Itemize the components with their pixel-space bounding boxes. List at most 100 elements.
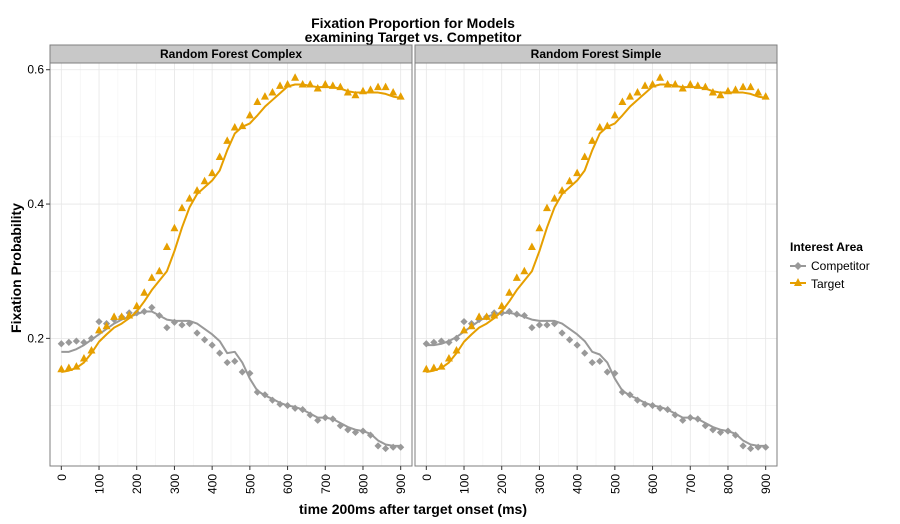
data-point-competitor [321, 414, 329, 422]
x-tick-label: 400 [206, 474, 220, 494]
data-point-target [102, 321, 111, 330]
data-point-target [95, 325, 104, 334]
data-point-target [520, 266, 529, 275]
data-point-competitor [422, 340, 430, 348]
legend-entry-target: Target [790, 277, 845, 291]
data-point-target [260, 92, 269, 100]
data-point-competitor [140, 307, 148, 316]
data-point-target [283, 79, 292, 88]
x-tick-label: 600 [646, 474, 660, 494]
facet-panel: Random Forest Simple 0 100 200 300 400 500 600 7… [414, 44, 778, 494]
data-point-target [343, 88, 352, 96]
data-point-target [87, 345, 96, 354]
panel-border [414, 62, 778, 467]
data-point-competitor [246, 369, 254, 377]
data-point-target [467, 321, 476, 330]
data-point-competitor [359, 427, 367, 435]
data-point-target [573, 168, 582, 177]
data-point-target [678, 84, 687, 92]
series-line-competitor [61, 310, 401, 447]
data-point-target [656, 73, 665, 81]
data-point-target [633, 88, 642, 96]
data-point-target [490, 311, 499, 319]
data-point-target [754, 88, 763, 96]
data-point-target [162, 242, 171, 251]
data-point-competitor [754, 443, 762, 451]
data-point-target [291, 73, 300, 81]
data-point-target [185, 194, 194, 202]
legend-label-competitor: Competitor [811, 259, 870, 273]
facet-strip-label: Random Forest Simple [531, 47, 662, 61]
data-point-target [389, 88, 398, 96]
data-point-target [701, 82, 710, 91]
data-point-competitor [185, 320, 194, 328]
x-tick-label: 300 [168, 474, 182, 494]
x-tick-label: 700 [319, 474, 333, 494]
data-point-competitor [679, 416, 687, 424]
y-tick-label: 0.4 [27, 197, 44, 211]
data-point-competitor [573, 341, 581, 349]
data-point-target [140, 288, 149, 296]
x-tick-label: 0 [420, 474, 434, 481]
data-point-competitor [57, 340, 65, 348]
data-point-target [193, 186, 202, 194]
data-point-competitor [299, 405, 307, 414]
data-point-target [177, 203, 186, 212]
data-point-competitor [520, 311, 528, 320]
data-point-target [512, 273, 521, 281]
data-point-competitor [596, 357, 604, 365]
data-point-target [761, 92, 770, 100]
panel-border [49, 62, 413, 467]
data-point-competitor [701, 422, 709, 430]
chart-title-line-1: Fixation Proportion for Models [311, 15, 515, 31]
data-point-target [147, 273, 156, 281]
chart-title-line-2: examining Target vs. Competitor [305, 29, 522, 45]
y-axis-title: Fixation Probability [8, 203, 24, 333]
data-point-target [245, 110, 254, 119]
data-point-competitor [268, 396, 277, 404]
data-point-target [648, 79, 657, 88]
data-point-competitor [382, 444, 390, 453]
data-point-competitor [163, 324, 171, 332]
data-point-competitor [513, 310, 521, 318]
data-point-competitor [558, 329, 566, 337]
data-point-competitor [641, 400, 649, 408]
data-point-target [475, 312, 484, 320]
data-point-competitor [72, 337, 80, 345]
data-point-target [437, 362, 446, 370]
data-point-competitor [283, 401, 292, 410]
data-point-competitor [452, 334, 461, 342]
data-point-competitor [344, 426, 352, 434]
legend-competitor-diamond-icon [794, 262, 802, 270]
data-point-competitor [201, 336, 209, 344]
data-point-target [125, 311, 134, 319]
data-point-competitor [535, 321, 544, 329]
data-point-competitor [445, 338, 453, 347]
data-point-target [422, 364, 431, 373]
data-point-target [276, 81, 285, 89]
data-point-competitor [731, 431, 740, 439]
data-point-competitor [709, 426, 717, 434]
data-point-competitor [505, 307, 513, 316]
data-point-target [535, 223, 544, 232]
legend-label-target: Target [811, 277, 845, 291]
data-point-competitor [155, 311, 163, 320]
data-point-competitor [306, 411, 314, 419]
data-point-target [132, 301, 141, 310]
data-point-target [336, 82, 345, 91]
data-point-competitor [65, 338, 73, 347]
x-tick-label: 100 [93, 474, 107, 494]
data-point-target [723, 86, 732, 95]
x-tick-label: 300 [533, 474, 547, 494]
x-tick-label: 800 [356, 474, 370, 494]
x-tick-label: 800 [721, 474, 735, 494]
data-point-competitor [724, 427, 732, 435]
data-point-target [313, 84, 322, 92]
data-point-target [603, 121, 612, 130]
data-point-competitor [193, 329, 201, 337]
data-point-target [444, 354, 453, 362]
data-point-competitor [550, 320, 559, 328]
data-point-competitor [588, 358, 596, 367]
data-point-target [686, 79, 695, 88]
data-point-target [505, 288, 514, 296]
